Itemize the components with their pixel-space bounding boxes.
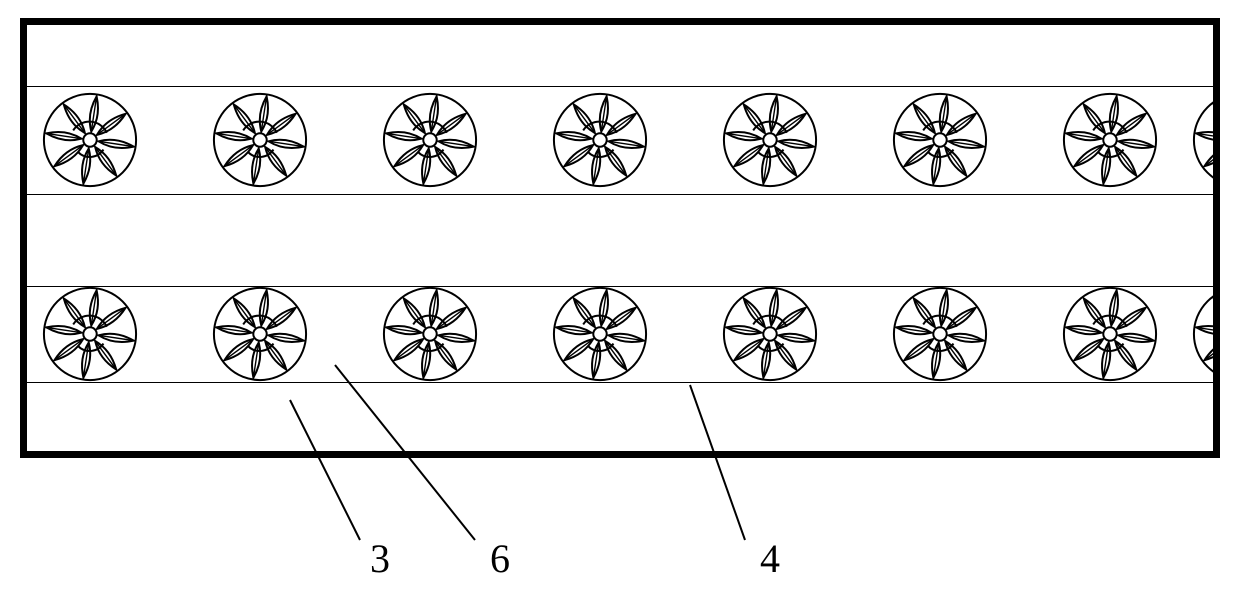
leader-line	[290, 400, 360, 540]
callout-label: 4	[760, 535, 780, 582]
callout-label: 6	[490, 535, 510, 582]
leader-lines	[0, 0, 1240, 596]
leader-line	[690, 385, 745, 540]
leader-line	[335, 365, 475, 540]
diagram-canvas: 3 6 4	[0, 0, 1240, 596]
callout-label: 3	[370, 535, 390, 582]
